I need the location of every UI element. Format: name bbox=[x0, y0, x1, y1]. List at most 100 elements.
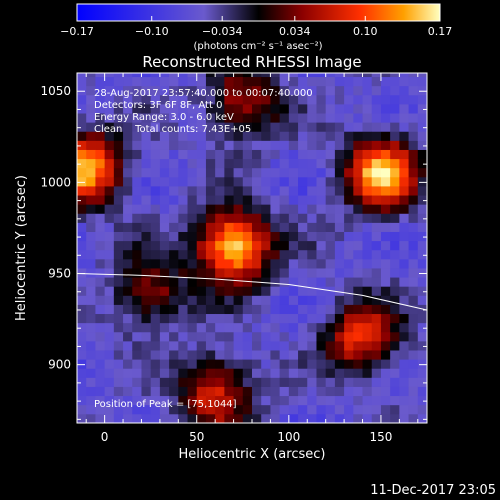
heatmap-cell bbox=[169, 186, 179, 196]
heatmap-cell bbox=[279, 277, 290, 287]
heatmap-cell bbox=[141, 350, 152, 360]
heatmap-cell bbox=[95, 322, 106, 333]
heatmap-cell bbox=[159, 94, 170, 105]
heatmap-cell bbox=[132, 395, 142, 406]
heatmap-cell bbox=[390, 377, 400, 387]
heatmap-cell bbox=[132, 195, 142, 205]
heatmap-cell bbox=[123, 103, 133, 114]
heatmap-cell bbox=[113, 359, 124, 369]
heatmap-cell bbox=[380, 395, 391, 406]
heatmap-cell bbox=[215, 277, 225, 287]
heatmap-cell bbox=[399, 413, 409, 423]
heatmap-cell bbox=[196, 113, 207, 123]
heatmap-cell bbox=[159, 140, 170, 150]
heatmap-cell bbox=[362, 122, 373, 132]
heatmap-cell bbox=[132, 377, 142, 387]
heatmap-cell bbox=[288, 131, 299, 141]
heatmap-cell bbox=[178, 167, 188, 178]
heatmap-cell bbox=[132, 295, 142, 305]
heatmap-cell bbox=[242, 295, 253, 305]
heatmap-cell bbox=[132, 204, 142, 214]
heatmap-cell bbox=[344, 231, 354, 242]
heatmap-cell bbox=[196, 268, 207, 278]
heatmap-cell bbox=[390, 204, 400, 214]
heatmap-cell bbox=[169, 149, 179, 160]
heatmap-cell bbox=[325, 359, 336, 369]
heatmap-cell bbox=[187, 386, 198, 397]
heatmap-cell bbox=[353, 240, 363, 251]
heatmap-cell bbox=[205, 249, 216, 260]
heatmap-cell bbox=[380, 94, 391, 105]
heatmap-cell bbox=[205, 222, 216, 232]
heatmap-cell bbox=[362, 167, 373, 178]
heatmap-cell bbox=[132, 231, 142, 242]
heatmap-cell bbox=[77, 350, 87, 360]
heatmap-cell bbox=[169, 94, 179, 105]
heatmap-cell bbox=[132, 340, 142, 351]
heatmap-cell bbox=[371, 413, 382, 423]
heatmap-cell bbox=[390, 240, 400, 251]
heatmap-cell bbox=[132, 331, 142, 342]
heatmap-cell bbox=[252, 295, 262, 305]
heatmap-cell bbox=[288, 295, 299, 305]
heatmap-cell bbox=[150, 167, 161, 178]
heatmap-cell bbox=[205, 122, 216, 132]
heatmap-cell bbox=[362, 286, 373, 296]
heatmap-cell bbox=[279, 268, 290, 278]
heatmap-cell bbox=[344, 249, 354, 260]
heatmap-cell bbox=[233, 176, 244, 187]
heatmap-cell bbox=[362, 368, 373, 378]
heatmap-cell bbox=[390, 122, 400, 132]
heatmap-cell bbox=[316, 195, 327, 205]
heatmap-cell bbox=[353, 149, 363, 160]
heatmap-cell bbox=[205, 240, 216, 251]
heatmap-cell bbox=[252, 386, 262, 397]
heatmap-cell bbox=[233, 122, 244, 132]
heatmap-cell bbox=[86, 359, 96, 369]
heatmap-cell bbox=[325, 386, 336, 397]
heatmap-cell bbox=[353, 413, 363, 423]
heatmap-cell bbox=[113, 113, 124, 123]
heatmap-cell bbox=[316, 113, 327, 123]
heatmap-cell bbox=[196, 231, 207, 242]
heatmap-cell bbox=[86, 331, 96, 342]
heatmap-cell bbox=[390, 258, 400, 269]
heatmap-cell bbox=[408, 249, 419, 260]
heatmap-cell bbox=[279, 313, 290, 324]
heatmap-cell bbox=[261, 195, 271, 205]
heatmap-cell bbox=[380, 404, 391, 415]
heatmap-cell bbox=[307, 350, 317, 360]
heatmap-cell bbox=[261, 395, 271, 406]
heatmap-cell bbox=[95, 103, 106, 114]
heatmap-cell bbox=[390, 331, 400, 342]
heatmap-cell bbox=[224, 350, 234, 360]
heatmap-cell bbox=[270, 103, 281, 114]
heatmap-cell bbox=[417, 186, 427, 196]
heatmap-cell bbox=[205, 94, 216, 105]
heatmap-cell bbox=[252, 204, 262, 214]
heatmap-cell bbox=[252, 131, 262, 141]
heatmap-cell bbox=[77, 76, 87, 87]
heatmap-cell bbox=[334, 113, 345, 123]
heatmap-cell bbox=[353, 304, 363, 315]
heatmap-cell bbox=[344, 395, 354, 406]
heatmap-cell bbox=[95, 195, 106, 205]
heatmap-cell bbox=[399, 231, 409, 242]
heatmap-cell bbox=[141, 167, 152, 178]
heatmap-cell bbox=[298, 131, 308, 141]
heatmap-cell bbox=[141, 395, 152, 406]
heatmap-cell bbox=[224, 94, 234, 105]
heatmap-cell bbox=[233, 76, 244, 87]
heatmap-cell bbox=[390, 268, 400, 278]
heatmap-cell bbox=[380, 268, 391, 278]
heatmap-cell bbox=[169, 213, 179, 223]
heatmap-cell bbox=[408, 176, 419, 187]
heatmap-cell bbox=[242, 176, 253, 187]
heatmap-cell bbox=[390, 167, 400, 178]
heatmap-cell bbox=[159, 368, 170, 378]
heatmap-cell bbox=[344, 149, 354, 160]
heatmap-cell bbox=[408, 222, 419, 232]
heatmap-cell bbox=[215, 176, 225, 187]
heatmap-cell bbox=[362, 295, 373, 305]
heatmap-cell bbox=[334, 76, 345, 87]
